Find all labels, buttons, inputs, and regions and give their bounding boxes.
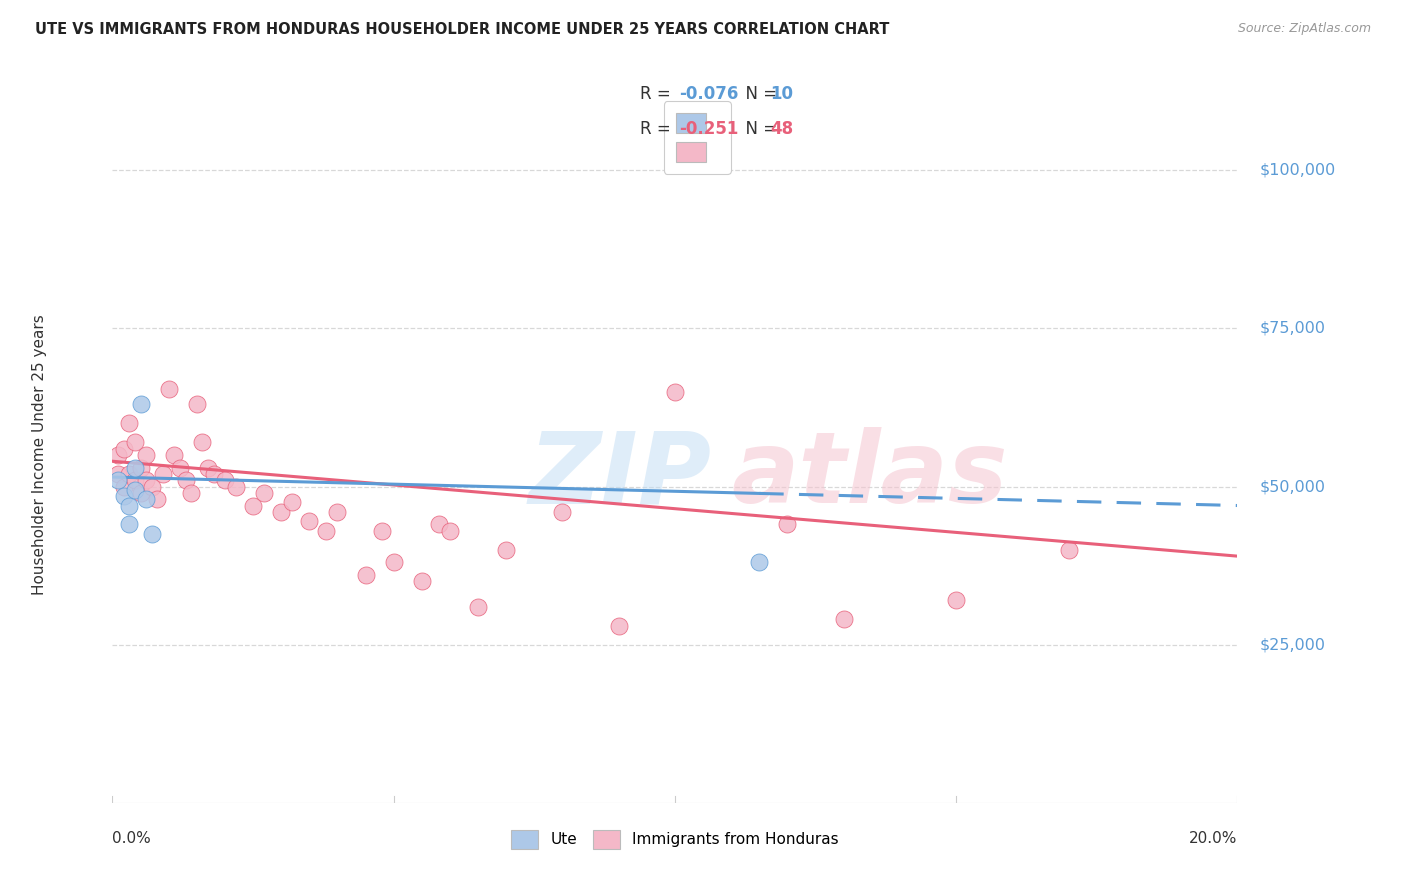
Point [214,473,236,487]
Point [129,397,152,411]
Point [281,495,304,509]
Point [141,527,163,541]
Text: $75,000: $75,000 [1260,321,1326,336]
Point [191,435,214,450]
Text: N =: N = [735,120,783,138]
Point [186,397,208,411]
Point [152,467,174,481]
Text: 0.0%: 0.0% [112,830,152,846]
Point [202,467,225,481]
Point [607,618,630,632]
Point [135,448,157,462]
Point [326,505,349,519]
Point [225,479,247,493]
Point [107,448,129,462]
Point [124,473,146,487]
Point [118,517,141,532]
Point [135,473,157,487]
Point [129,486,152,500]
Point [197,460,219,475]
Text: -0.076: -0.076 [679,85,738,103]
Point [157,382,180,396]
Text: 48: 48 [770,120,793,138]
Point [315,524,337,538]
Point [382,556,405,570]
Point [664,384,686,399]
Point [298,514,321,528]
Point [551,505,574,519]
Point [112,489,135,503]
Point [354,568,377,582]
Point [112,442,135,456]
Point [832,612,855,626]
Text: $100,000: $100,000 [1260,163,1336,178]
Text: R =: R = [640,120,676,138]
Point [1057,542,1080,557]
Text: Source: ZipAtlas.com: Source: ZipAtlas.com [1237,22,1371,36]
Point [180,486,202,500]
Text: $50,000: $50,000 [1260,479,1326,494]
Point [124,435,146,450]
Point [124,460,146,475]
Point [945,593,967,607]
Point [118,417,141,431]
Point [748,556,770,570]
Point [427,517,450,532]
Point [124,483,146,497]
Point [118,499,141,513]
Text: Householder Income Under 25 years: Householder Income Under 25 years [32,315,46,595]
Text: UTE VS IMMIGRANTS FROM HONDURAS HOUSEHOLDER INCOME UNDER 25 YEARS CORRELATION CH: UTE VS IMMIGRANTS FROM HONDURAS HOUSEHOL… [35,22,890,37]
Point [242,499,264,513]
Point [495,542,517,557]
Point [371,524,394,538]
Point [169,460,191,475]
Text: -0.251: -0.251 [679,120,738,138]
Legend: Ute, Immigrants from Honduras: Ute, Immigrants from Honduras [502,821,848,858]
Point [270,505,292,519]
Point [776,517,799,532]
Point [129,460,152,475]
Point [118,467,141,481]
Point [112,479,135,493]
Point [107,467,129,481]
Text: 20.0%: 20.0% [1189,830,1237,846]
Text: $25,000: $25,000 [1260,637,1326,652]
Point [467,599,489,614]
Point [439,524,461,538]
Text: N =: N = [735,85,783,103]
Point [253,486,276,500]
Text: 10: 10 [770,85,793,103]
Point [411,574,433,589]
Point [163,448,186,462]
Point [174,473,197,487]
Text: ZIP: ZIP [529,427,711,524]
Point [107,473,129,487]
Text: atlas: atlas [731,427,1008,524]
Point [141,479,163,493]
Point [146,492,169,507]
Text: R =: R = [640,85,676,103]
Point [135,492,157,507]
